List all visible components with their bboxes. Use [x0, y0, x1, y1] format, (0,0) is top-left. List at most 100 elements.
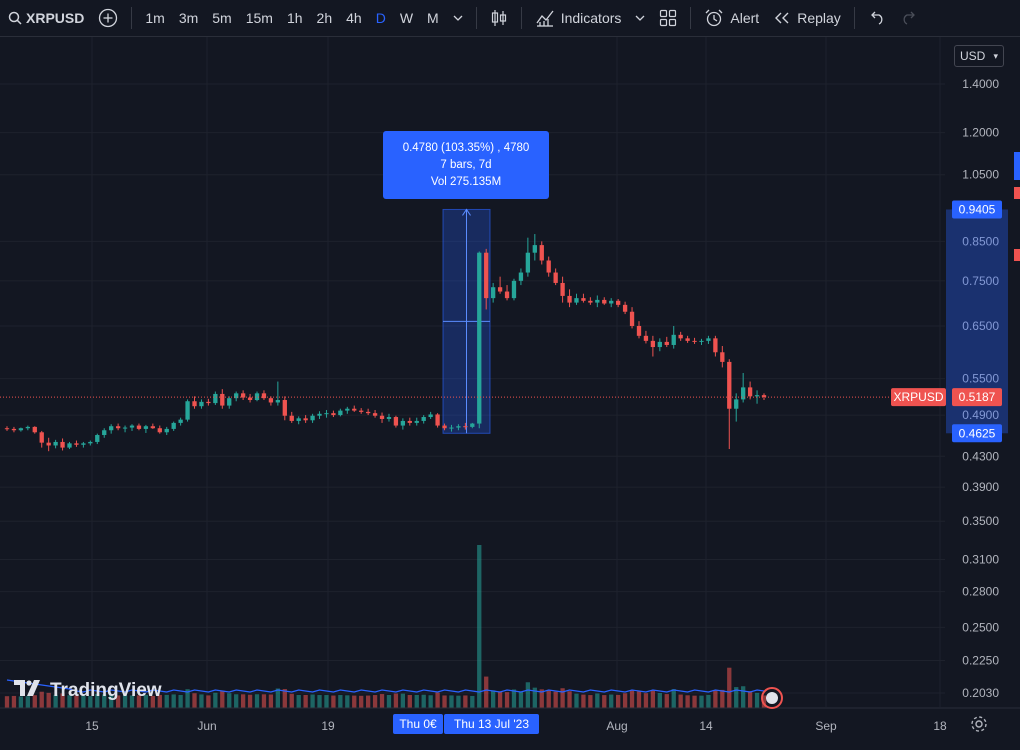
candle-body: [636, 325, 642, 336]
candle-body: [261, 393, 267, 399]
candle-body: [220, 393, 225, 406]
volume-bar: [199, 694, 204, 708]
price-axis-label: 0.7500: [962, 274, 999, 288]
interval-dropdown[interactable]: [446, 0, 470, 36]
symbol-tag-label: XRPUSD: [893, 390, 943, 404]
candle-body: [213, 393, 218, 404]
price-axis-label: 1.4000: [962, 77, 999, 91]
candle-body: [95, 435, 100, 442]
event-flag-icon[interactable]: [761, 687, 783, 709]
interval-1h[interactable]: 1h: [286, 10, 303, 26]
volume-bar: [727, 667, 732, 708]
candle-body: [227, 398, 232, 406]
candle-body: [400, 420, 406, 426]
interval-d[interactable]: D: [375, 10, 386, 26]
candle-body: [567, 295, 572, 303]
price-axis-label: 1.2000: [962, 126, 999, 140]
interval-m[interactable]: M: [427, 10, 439, 26]
candle-body: [136, 425, 142, 429]
volume-bar: [754, 692, 760, 708]
currency-label: USD: [960, 49, 986, 63]
candle-body: [622, 304, 628, 312]
undo-button[interactable]: [861, 0, 893, 36]
replay-button[interactable]: Replay: [766, 0, 848, 36]
interval-3m[interactable]: 3m: [178, 10, 199, 26]
volume-bar: [11, 695, 17, 708]
search-icon: [8, 11, 22, 25]
interval-15m[interactable]: 15m: [245, 10, 273, 26]
interval-w[interactable]: W: [399, 10, 414, 26]
interval-2h[interactable]: 2h: [316, 10, 333, 26]
candle-body: [643, 335, 649, 341]
indicators-icon: [535, 8, 555, 28]
candle-body: [171, 422, 176, 429]
volume-bar: [470, 695, 475, 708]
candle-body: [560, 282, 565, 296]
candle-body: [720, 352, 725, 362]
range-end-date: Thu 13 Jul '23: [453, 717, 529, 731]
candle-body: [303, 418, 308, 421]
volume-bar: [546, 690, 551, 708]
volume-bar: [713, 690, 718, 708]
volume-bar: [671, 689, 676, 708]
candle-body: [150, 426, 155, 429]
chart-type-button[interactable]: [483, 0, 515, 36]
price-axis-label: 0.3500: [962, 514, 999, 528]
volume-bar: [171, 694, 176, 708]
volume-bar: [129, 695, 135, 708]
candle-body: [324, 413, 329, 415]
interval-4h[interactable]: 4h: [346, 10, 362, 26]
volume-bar: [616, 694, 621, 708]
candle-body: [143, 426, 149, 429]
rewind-icon: [773, 11, 791, 25]
chevron-down-icon: [453, 15, 463, 21]
time-axis-label: 14: [699, 719, 713, 733]
undo-icon: [868, 11, 886, 25]
volume-bar: [25, 696, 30, 708]
candle-body: [678, 334, 683, 339]
volume-bar: [178, 694, 183, 708]
volume-bar: [539, 689, 544, 708]
candle-body: [247, 397, 253, 401]
redo-button[interactable]: [893, 0, 925, 36]
volume-bar: [421, 694, 426, 708]
price-axis-label: 1.0500: [962, 168, 999, 182]
candle-body: [706, 338, 711, 341]
volume-bar: [164, 694, 169, 708]
candle-body: [574, 298, 579, 303]
volume-bar: [359, 695, 364, 708]
price-axis[interactable]: [946, 37, 1020, 708]
candle-body: [629, 311, 635, 326]
chevron-down-icon: [635, 15, 645, 21]
indicators-dropdown[interactable]: [628, 0, 652, 36]
volume-bar: [282, 689, 287, 708]
alert-label: Alert: [730, 10, 760, 26]
volume-bar: [560, 688, 565, 708]
volume-bar: [261, 694, 267, 708]
gear-icon[interactable]: [970, 715, 988, 733]
candle-body: [428, 414, 433, 418]
volume-bar: [345, 695, 350, 708]
candle-body: [296, 418, 301, 421]
symbol-search[interactable]: XRPUSD: [0, 0, 91, 36]
interval-1m[interactable]: 1m: [145, 10, 165, 26]
candle-body: [365, 411, 371, 414]
alert-button[interactable]: Alert: [697, 0, 766, 36]
measure-change: 0.4780 (103.35%) , 4780: [402, 142, 530, 154]
candle-body: [546, 260, 551, 273]
candle-body: [602, 299, 607, 304]
interval-5m[interactable]: 5m: [212, 10, 232, 26]
volume-bar: [761, 695, 767, 708]
candle-body: [511, 280, 517, 299]
candle-body: [4, 428, 10, 430]
candle-body: [747, 387, 753, 397]
candle-body: [345, 408, 350, 411]
layouts-button[interactable]: [652, 0, 684, 36]
indicators-button[interactable]: Indicators: [528, 0, 629, 36]
volume-bar: [372, 695, 378, 708]
candle-body: [102, 430, 107, 436]
compare-button[interactable]: [91, 0, 125, 36]
currency-select[interactable]: USD ▾: [954, 45, 1004, 67]
candle-body: [539, 245, 544, 261]
candle-body: [657, 341, 662, 348]
